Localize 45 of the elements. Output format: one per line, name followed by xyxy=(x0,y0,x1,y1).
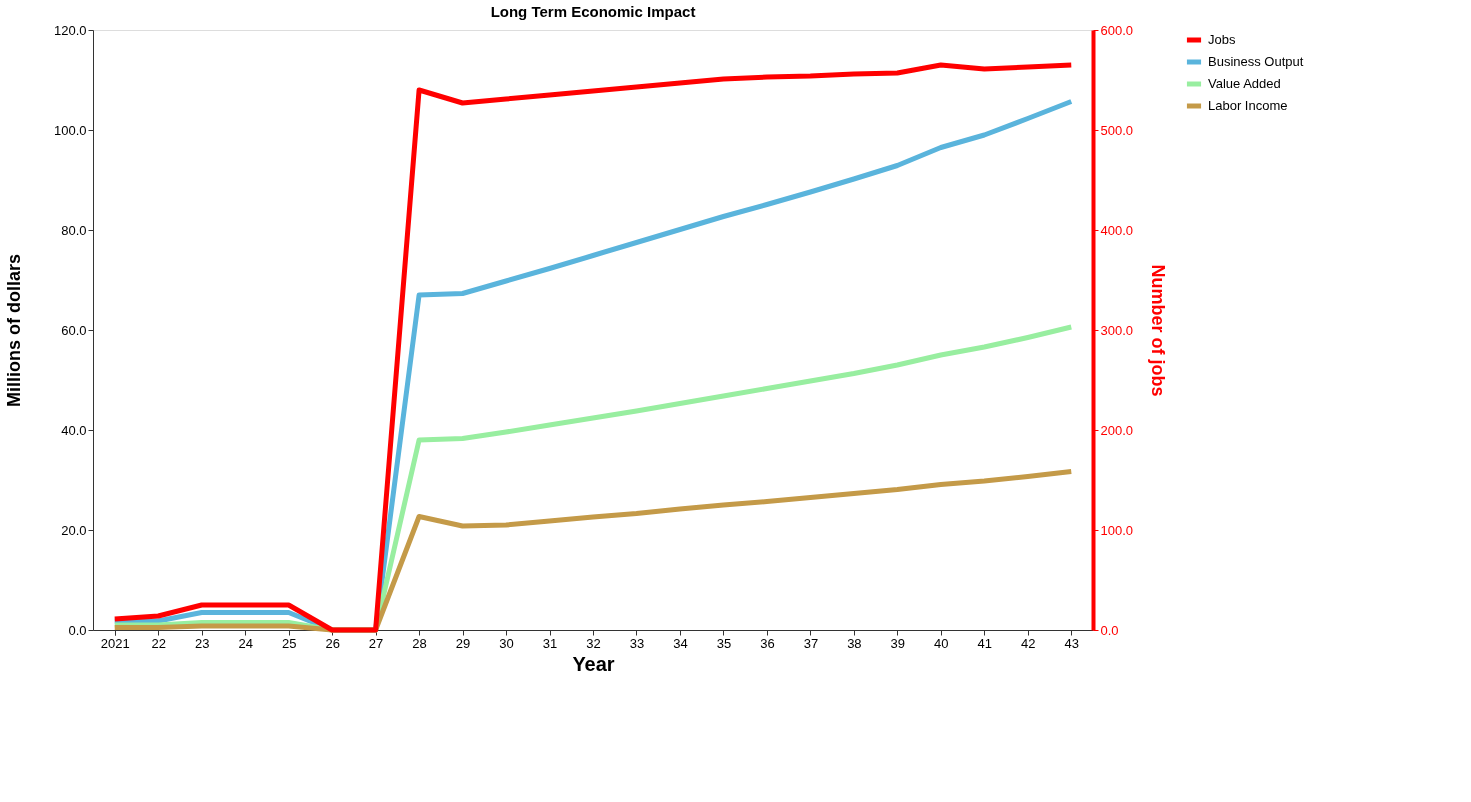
y-tick-label: 80.0 xyxy=(61,222,87,238)
x-tick-label: 31 xyxy=(542,635,558,651)
legend-label: Value Added xyxy=(1208,76,1281,91)
y2-tick-label: 600.0 xyxy=(1100,22,1134,38)
x-tick-label: 38 xyxy=(847,635,862,651)
x-tick-label: 25 xyxy=(281,635,297,651)
y2-tick-label: 500.0 xyxy=(1100,122,1134,138)
x-tick-label: 23 xyxy=(194,635,210,651)
x-tick-label: 36 xyxy=(760,635,775,651)
chart-title: Long Term Economic Impact xyxy=(490,3,696,20)
x-tick-label: 2021 xyxy=(100,635,130,651)
legend-label: Jobs xyxy=(1208,32,1236,47)
x-tick-label: 42 xyxy=(1021,635,1036,651)
x-tick-label: 39 xyxy=(890,635,906,651)
x-tick-label: 33 xyxy=(629,635,645,651)
y-tick-label: 120.0 xyxy=(53,22,87,38)
x-tick-label: 37 xyxy=(803,635,819,651)
y-tick-label: 60.0 xyxy=(61,322,87,338)
x-tick-label: 32 xyxy=(586,635,601,651)
y-tick-label: 0.0 xyxy=(68,622,87,638)
x-tick-label: 30 xyxy=(499,635,514,651)
y2-axis-title: Number of jobs xyxy=(1148,264,1169,397)
x-tick-label: 41 xyxy=(977,635,993,651)
x-tick-label: 43 xyxy=(1064,635,1079,651)
x-axis-title: Year xyxy=(572,652,615,675)
y-axis-title: Millions of dollars xyxy=(3,253,24,408)
legend-label: Business Output xyxy=(1208,54,1304,69)
x-tick-label: 35 xyxy=(716,635,732,651)
x-tick-label: 22 xyxy=(151,635,166,651)
y-tick-label: 40.0 xyxy=(61,422,87,438)
legend-label: Labor Income xyxy=(1208,98,1288,113)
y2-tick-label: 300.0 xyxy=(1100,322,1134,338)
y-tick-label: 20.0 xyxy=(61,522,87,538)
y-tick-label: 100.0 xyxy=(53,122,87,138)
x-tick-label: 26 xyxy=(325,635,340,651)
y2-tick-label: 0.0 xyxy=(1100,622,1119,638)
x-tick-label: 27 xyxy=(368,635,384,651)
x-tick-label: 40 xyxy=(934,635,949,651)
y2-tick-label: 100.0 xyxy=(1100,522,1134,538)
y2-tick-label: 200.0 xyxy=(1100,422,1134,438)
x-tick-label: 29 xyxy=(455,635,471,651)
x-tick-label: 34 xyxy=(673,635,688,651)
x-tick-label: 28 xyxy=(412,635,427,651)
x-tick-label: 24 xyxy=(238,635,253,651)
y2-tick-label: 400.0 xyxy=(1100,222,1134,238)
